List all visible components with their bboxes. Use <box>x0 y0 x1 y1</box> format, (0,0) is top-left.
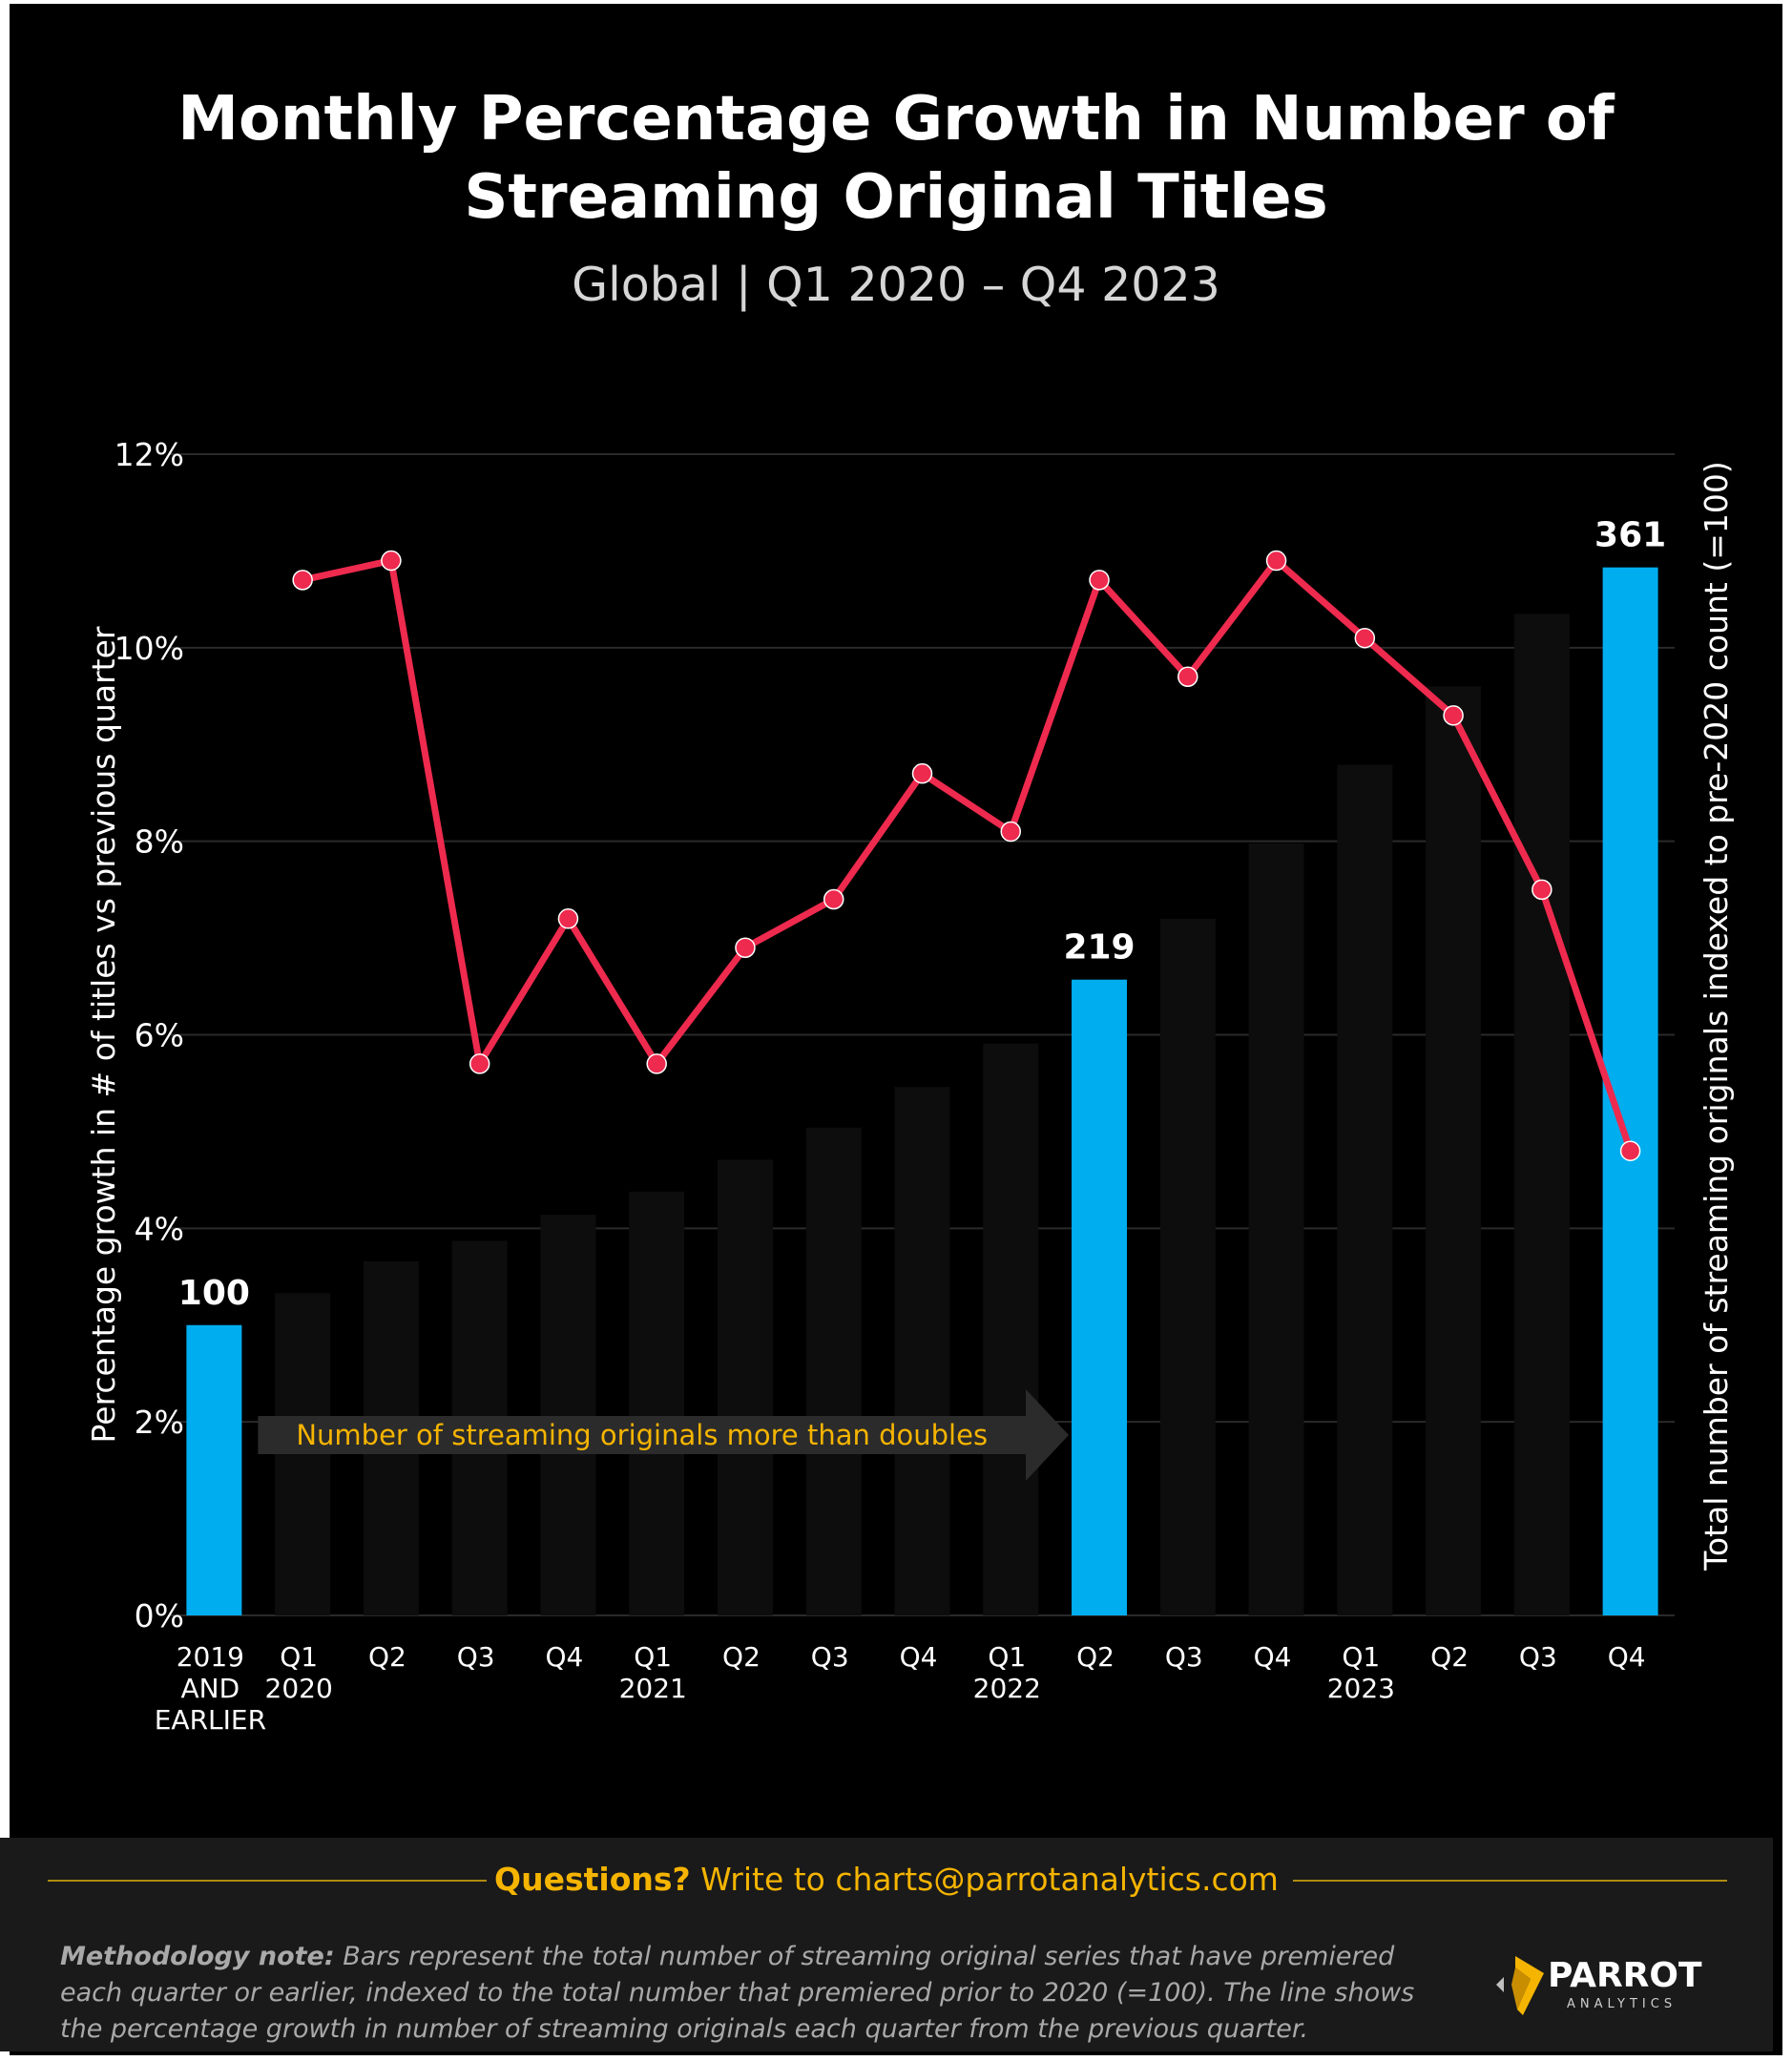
bar <box>275 1293 331 1615</box>
y-tick-label: 8% <box>135 823 184 861</box>
bar <box>1159 918 1216 1615</box>
x-tick-label: Q1 2023 <box>1327 1641 1395 1704</box>
growth-point <box>646 1053 667 1074</box>
growth-line-path <box>302 557 1634 1153</box>
y-tick-label: 0% <box>135 1597 184 1634</box>
footer-divider-left <box>48 1880 487 1882</box>
bar <box>1248 843 1304 1615</box>
growth-point <box>292 570 313 591</box>
x-tick-label: Q1 2021 <box>619 1641 687 1704</box>
logo-sub: ANALYTICS <box>1567 1997 1677 2011</box>
x-tick-label: Q3 <box>1165 1641 1203 1673</box>
growth-point <box>1619 1140 1641 1161</box>
x-tick-label: Q3 <box>811 1641 849 1673</box>
chart-subtitle: Global | Q1 2020 – Q4 2023 <box>572 258 1220 312</box>
x-tick-label: Q4 <box>546 1641 584 1673</box>
bar-data-label: 219 <box>1063 928 1135 968</box>
highlight-bar <box>1072 979 1128 1615</box>
y-tick-label: 10% <box>115 630 184 667</box>
x-tick-label: Q1 2022 <box>973 1641 1041 1704</box>
x-tick-label: Q4 <box>1254 1641 1292 1673</box>
x-tick-label: 2019 AND EARLIER <box>155 1641 266 1736</box>
growth-point <box>1532 879 1552 901</box>
growth-point <box>1177 666 1198 688</box>
questions-bold: Questions? <box>494 1861 691 1898</box>
bar <box>1426 686 1482 1615</box>
logo-wing-shade-icon <box>1511 1967 1531 2009</box>
bar <box>1513 614 1570 1615</box>
methodology-note: Methodology note: Bars represent the tot… <box>60 1939 1434 2048</box>
x-tick-label: Q1 2020 <box>265 1641 333 1704</box>
annotation-arrow-group: Number of streaming originals more than … <box>258 1389 1070 1481</box>
footer-divider-right <box>1293 1880 1727 1882</box>
growth-point <box>381 550 402 572</box>
chart-title: Monthly Percentage Growth in Number of S… <box>177 84 1615 233</box>
highlight-bar <box>186 1324 242 1615</box>
bar <box>1337 764 1393 1615</box>
bar <box>717 1159 773 1615</box>
footer-band <box>0 1838 1773 2051</box>
questions-contact: Questions? Write to charts@parrotanalyti… <box>0 1859 1773 1901</box>
growth-line <box>292 550 1641 1161</box>
x-tick-label: Q2 <box>1076 1641 1115 1673</box>
logo-name: PARROT <box>1548 1956 1702 1995</box>
y-tick-label: 12% <box>115 436 184 473</box>
growth-point <box>1265 550 1287 572</box>
y-tick-label: 6% <box>135 1017 184 1054</box>
x-tick-label: Q4 <box>1608 1641 1646 1673</box>
bar-data-label: 361 <box>1594 516 1666 555</box>
growth-point <box>1089 570 1110 591</box>
bar <box>983 1043 1039 1615</box>
growth-point <box>735 937 756 958</box>
methodology-bold: Methodology note: <box>60 1942 335 1971</box>
growth-point <box>823 888 844 910</box>
bar-data-label: 100 <box>178 1274 250 1313</box>
chart-frame: Monthly Percentage Growth in Number of S… <box>10 4 1782 2055</box>
bars <box>186 567 1658 1615</box>
parrot-analytics-logo: PARROT ANALYTICS <box>1496 1956 1702 2015</box>
growth-point <box>469 1053 490 1074</box>
growth-point <box>557 908 579 929</box>
growth-point <box>1443 705 1464 726</box>
y2-axis-title: Total number of streaming originals inde… <box>1698 461 1735 1571</box>
y-tick-label: 4% <box>135 1210 184 1247</box>
x-tick-label: Q3 <box>1519 1641 1557 1673</box>
x-tick-label: Q2 <box>722 1641 761 1673</box>
annotation-text: Number of streaming originals more than … <box>296 1419 988 1451</box>
x-tick-label: Q2 <box>368 1641 406 1673</box>
chart-plot: Number of streaming originals more than … <box>85 436 1735 1736</box>
methodology-text: Bars represent the total number of strea… <box>60 1942 1415 2044</box>
y-axis-title: Percentage growth in # of titles vs prev… <box>85 626 122 1443</box>
growth-point <box>911 762 933 784</box>
logo-wing-icon <box>1515 1956 1544 2015</box>
bar <box>805 1127 862 1615</box>
questions-email[interactable]: Write to charts@parrotanalytics.com <box>690 1861 1279 1898</box>
y-tick-label: 2% <box>135 1404 184 1441</box>
bar <box>540 1215 596 1615</box>
logo-triangle-icon <box>1496 1977 1504 1992</box>
bar <box>629 1191 685 1615</box>
x-tick-label: Q2 <box>1430 1641 1469 1673</box>
x-tick-label: Q4 <box>900 1641 938 1673</box>
bar <box>894 1087 950 1615</box>
growth-point <box>1354 627 1376 649</box>
growth-point <box>1000 821 1022 843</box>
annotation-arrow <box>258 1389 1070 1481</box>
x-tick-label: Q3 <box>457 1641 495 1673</box>
